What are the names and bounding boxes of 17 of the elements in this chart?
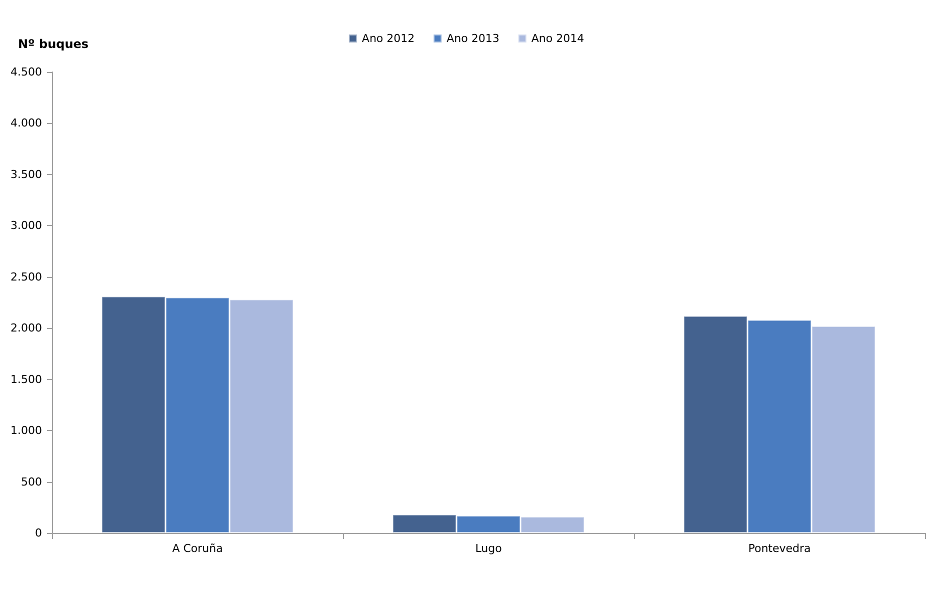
x-tick-label: Lugo xyxy=(475,542,502,555)
y-tick-label: 4.500 xyxy=(10,66,42,78)
y-tick-label: 1.500 xyxy=(10,372,42,386)
legend-label: Ano 2014 xyxy=(531,32,584,45)
y-tick-label: 500 xyxy=(21,475,42,488)
y-tick-label: 2.500 xyxy=(10,270,42,284)
x-tick-label: A Coruña xyxy=(172,542,223,555)
y-axis-title: Nº buques xyxy=(18,37,89,51)
x-tick-label: Pontevedra xyxy=(748,542,811,555)
legend-label: Ano 2013 xyxy=(446,32,500,45)
y-tick-label: 3.500 xyxy=(10,168,42,181)
y-tick-label: 1.000 xyxy=(10,424,42,438)
y-tick-label: 3.000 xyxy=(10,219,42,232)
y-tick-label: 4.000 xyxy=(10,116,42,130)
y-tick-label: 0 xyxy=(35,526,42,540)
legend-label: Ano 2012 xyxy=(362,32,415,45)
y-tick-label: 2.000 xyxy=(10,322,42,335)
